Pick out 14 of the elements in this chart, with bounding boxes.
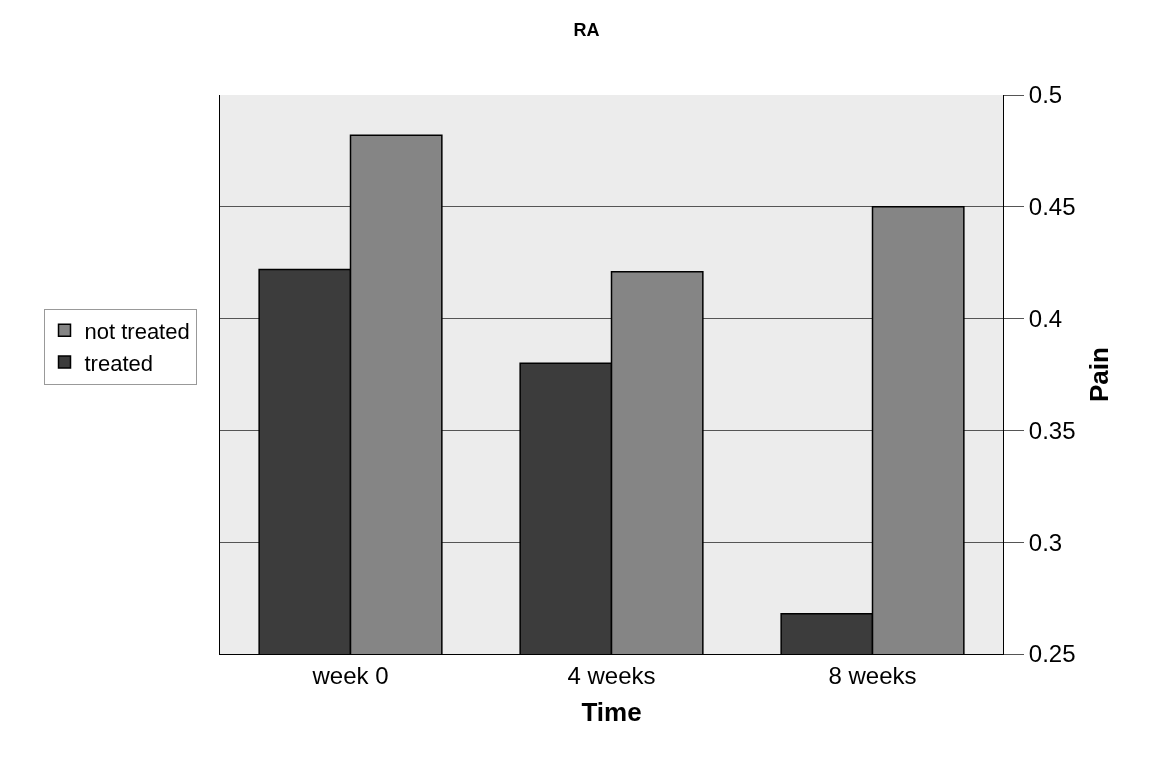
legend-label: treated [84, 350, 154, 376]
y-tick-label: 0.25 [1028, 640, 1076, 668]
y-tick-label: 0.5 [1028, 81, 1063, 109]
x-tick-label: 4 weeks [567, 661, 656, 689]
x-axis-title: Time [581, 697, 642, 728]
y-tick-label: 0.45 [1028, 193, 1076, 221]
x-tick-label: 8 weeks [828, 661, 917, 689]
y-tick-label: 0.4 [1028, 305, 1063, 332]
chart-title: RA [573, 19, 600, 40]
legend-label: not treated [84, 318, 190, 344]
y-axis-title: Pain [1084, 347, 1115, 402]
y-tick-label: 0.35 [1028, 416, 1076, 444]
y-tick-label: 0.3 [1028, 528, 1063, 556]
x-tick-label: week 0 [311, 661, 389, 689]
